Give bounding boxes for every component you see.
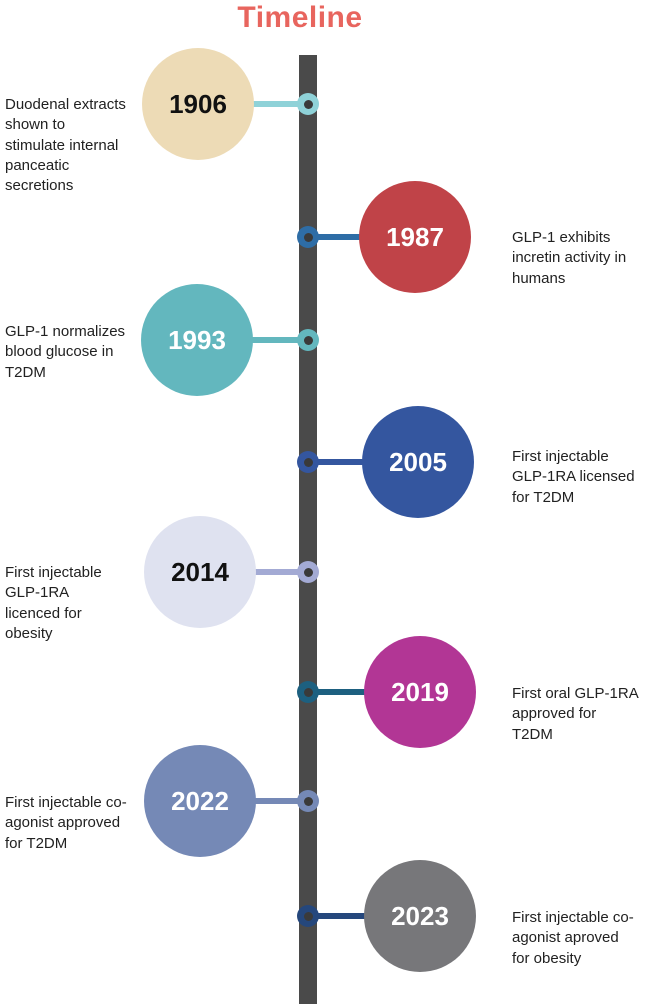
timeline-node-core xyxy=(303,796,313,806)
timeline-node-core xyxy=(303,457,313,467)
timeline-node-core xyxy=(303,99,313,109)
timeline-node xyxy=(297,905,319,927)
timeline-node xyxy=(297,681,319,703)
timeline-connector xyxy=(252,569,310,575)
event-description: First oral GLP-1RA approved for T2DM xyxy=(512,685,638,743)
event-description: GLP-1 normalizes blood glucose in T2DM xyxy=(5,323,126,381)
year-circle-2023: 2023 xyxy=(364,860,476,972)
year-circle-2022: 2022 xyxy=(144,745,256,857)
year-circle-1906: 1906 xyxy=(142,48,254,160)
year-circle-1987: 1987 xyxy=(359,181,471,293)
year-circle-2014: 2014 xyxy=(144,516,256,628)
event-description: GLP-1 exhibits incretin activity in huma… xyxy=(512,229,627,287)
timeline-connector xyxy=(250,101,310,107)
timeline-node-core xyxy=(303,567,313,577)
year-circle-2019: 2019 xyxy=(364,636,476,748)
timeline-bar xyxy=(299,55,317,1004)
timeline-connector xyxy=(308,459,366,465)
timeline-node-core xyxy=(303,911,313,921)
timeline-connector xyxy=(308,913,368,919)
timeline-node-core xyxy=(303,687,313,697)
timeline-connector xyxy=(308,234,366,240)
event-description: First injectable co-agonist aproved for … xyxy=(512,909,634,967)
timeline-node xyxy=(297,561,319,583)
event-description: First injectable GLP-1RA licensed for T2… xyxy=(512,448,635,506)
timeline-connector xyxy=(252,798,310,804)
event-description: Duodenal extracts shown to stimulate int… xyxy=(5,96,126,194)
year-circle-1993: 1993 xyxy=(141,284,253,396)
timeline-node xyxy=(297,93,319,115)
timeline-node xyxy=(297,329,319,351)
page-title: Timeline xyxy=(237,1,363,34)
timeline-connector xyxy=(308,689,368,695)
timeline-node-core xyxy=(303,335,313,345)
timeline-node-core xyxy=(303,232,313,242)
timeline-connector xyxy=(250,337,310,343)
event-description: First injectable GLP-1RA licenced for ob… xyxy=(5,564,102,642)
event-description: First injectable co-agonist approved for… xyxy=(5,794,127,852)
timeline-node xyxy=(297,226,319,248)
year-circle-2005: 2005 xyxy=(362,406,474,518)
timeline-node xyxy=(297,451,319,473)
timeline-node xyxy=(297,790,319,812)
